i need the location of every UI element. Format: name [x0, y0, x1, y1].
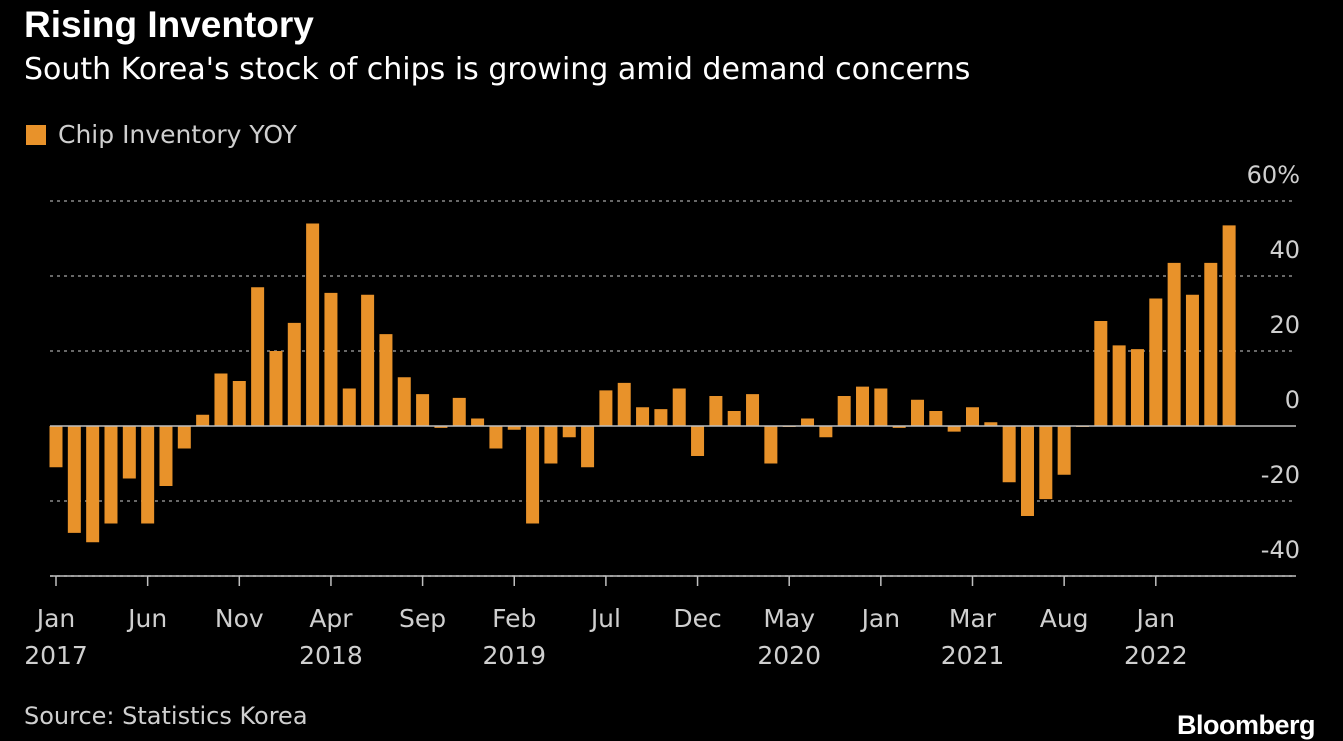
bar [1057, 426, 1071, 475]
source-note: Source: Statistics Korea [24, 702, 308, 730]
x-tick-label: Sep [399, 604, 446, 633]
bar [691, 426, 705, 456]
bar [636, 407, 650, 426]
bar [727, 411, 741, 426]
bar [361, 294, 375, 426]
bar [67, 426, 81, 533]
y-tick-label: -20 [1261, 461, 1300, 489]
bar [507, 426, 521, 430]
bar [856, 386, 870, 427]
bar [1167, 262, 1181, 427]
y-tick-label: -40 [1261, 536, 1300, 564]
chart-subtitle: South Korea's stock of chips is growing … [24, 52, 971, 87]
bar [929, 411, 943, 426]
bar [1039, 426, 1053, 500]
bar [1149, 298, 1163, 426]
bar [1130, 349, 1144, 427]
bar [1222, 225, 1236, 427]
y-tick-label: 20 [1269, 311, 1300, 339]
bar [269, 351, 283, 426]
bar [306, 223, 320, 426]
bar [159, 426, 173, 486]
bar [746, 394, 760, 427]
bar [342, 388, 356, 426]
x-tick-label: Jul [589, 604, 621, 633]
legend-label: Chip Inventory YOY [58, 120, 297, 149]
bar [397, 377, 411, 426]
x-tick-label: Jan [1135, 604, 1176, 633]
bar [819, 426, 833, 438]
bar [141, 426, 155, 524]
x-tick-label: Jun [126, 604, 167, 633]
legend-swatch [26, 124, 46, 145]
x-tick-year-label: 2022 [1124, 641, 1188, 670]
bar [489, 426, 503, 449]
bar [177, 426, 191, 449]
bar [416, 394, 430, 427]
bar [672, 388, 686, 426]
bar-chart: 60% 40 20 0 -20 -40 Jan 2017 Jun Nov Apr 2018 Sep Feb… [24, 161, 1300, 670]
bar [379, 334, 393, 427]
bar [581, 426, 595, 468]
bar [324, 292, 338, 427]
bar [122, 426, 136, 479]
x-tick-year-label: 2020 [757, 641, 821, 670]
bar [251, 287, 265, 426]
bar [654, 409, 668, 427]
bar [801, 418, 815, 426]
bar [1002, 426, 1016, 483]
bar [1094, 321, 1108, 426]
bar [562, 426, 576, 438]
x-tick-label: Apr [309, 604, 353, 633]
x-tick-label: Aug [1040, 604, 1089, 633]
bar [434, 426, 448, 428]
bar [966, 407, 979, 426]
bar [49, 426, 63, 468]
bar [86, 426, 100, 543]
x-tick-label: Nov [215, 604, 264, 633]
y-tick-label: 60% [1247, 161, 1300, 189]
bar [764, 426, 778, 464]
bar [1112, 345, 1126, 427]
bar [947, 426, 961, 432]
bar [709, 396, 723, 426]
bar [232, 381, 246, 426]
bloomberg-logo: Bloomberg [1176, 710, 1316, 740]
bar [287, 322, 301, 427]
chart-title: Rising Inventory [24, 4, 314, 45]
bar [526, 426, 540, 524]
bar [1020, 426, 1034, 516]
x-tick-label: Dec [673, 604, 721, 633]
bar [617, 382, 631, 427]
x-tick-label: Feb [492, 604, 536, 633]
bar [874, 388, 888, 426]
x-tick-year-label: 2021 [941, 641, 1005, 670]
x-tick-year-label: 2018 [299, 641, 363, 670]
bar [104, 426, 118, 524]
x-tick-label: Jan [35, 604, 76, 633]
x-tick-label: Jan [860, 604, 901, 633]
x-tick-year-label: 2019 [482, 641, 546, 670]
x-tick-year-label: 2017 [24, 641, 88, 670]
bar [599, 390, 613, 427]
bar [452, 397, 466, 427]
bar [984, 422, 998, 426]
bar [214, 373, 228, 426]
x-tick-label: Mar [949, 604, 997, 633]
bar [471, 418, 485, 426]
y-tick-label: 40 [1269, 236, 1300, 264]
bar [544, 426, 558, 464]
y-tick-label: 0 [1285, 386, 1300, 414]
bar [1204, 262, 1218, 427]
x-tick-label: May [763, 604, 815, 633]
bar [837, 396, 851, 426]
bar [1185, 294, 1199, 426]
legend: Chip Inventory YOY [26, 120, 297, 149]
bar [911, 399, 925, 426]
bar [196, 414, 210, 426]
bar [892, 426, 906, 428]
